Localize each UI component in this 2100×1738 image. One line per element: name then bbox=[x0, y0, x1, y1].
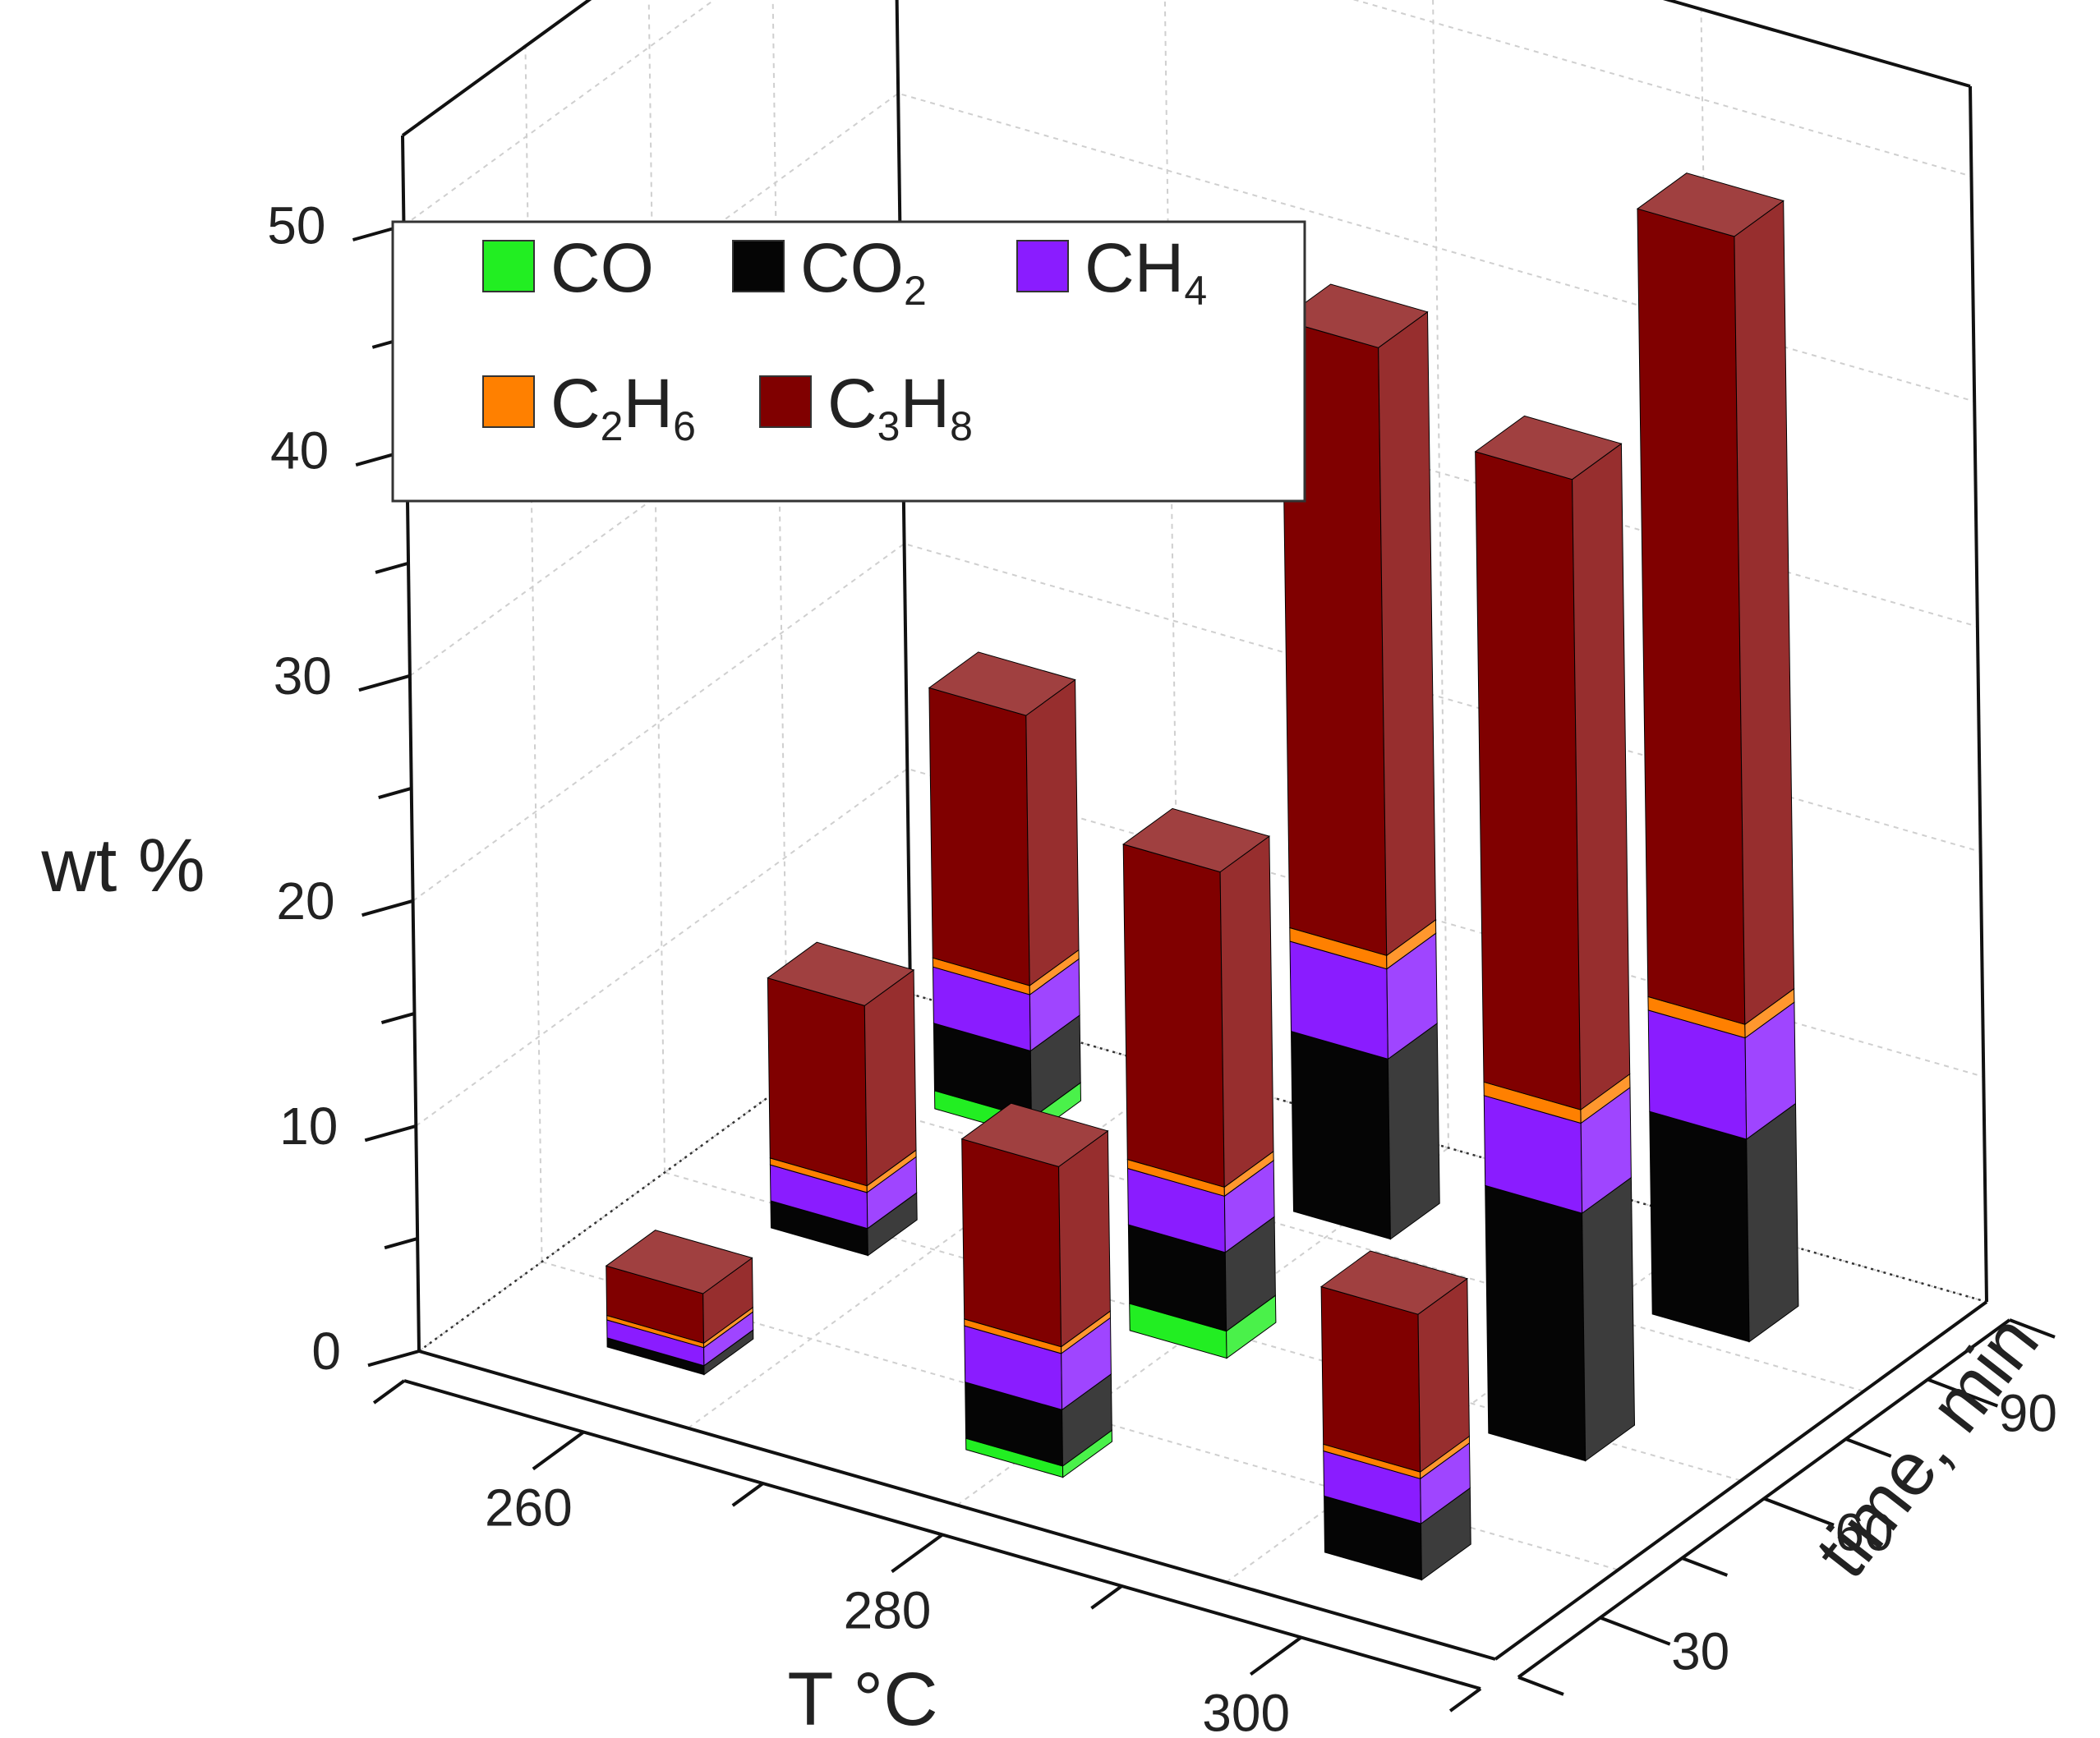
legend-label-c3h8: C3H8 bbox=[827, 365, 973, 449]
z-tick-minor bbox=[375, 561, 409, 574]
box-edge bbox=[1969, 85, 1988, 1303]
bar-top bbox=[1280, 283, 1429, 348]
gridline-z-50 bbox=[403, 0, 1972, 227]
legend-label-co: CO bbox=[550, 229, 654, 306]
y-tick-minor bbox=[1844, 1437, 1892, 1458]
bar-segment-c3h8 bbox=[1637, 208, 1746, 1025]
x-tick-major bbox=[1249, 1635, 1302, 1676]
bar-top bbox=[928, 651, 1076, 716]
gridline-left-vertical bbox=[771, 0, 789, 1083]
z-tick-label: 0 bbox=[311, 1322, 341, 1381]
bar-segment-c3h8 bbox=[1122, 844, 1225, 1188]
z-axis-title: wt % bbox=[40, 824, 205, 908]
z-tick-label: 20 bbox=[276, 871, 334, 931]
x-tick-label: 280 bbox=[844, 1581, 932, 1640]
legend-box bbox=[391, 220, 1306, 503]
bar-segment-side-c3h8 bbox=[863, 968, 917, 1187]
x-tick-label: 260 bbox=[485, 1478, 573, 1538]
y-tick-label: 60 bbox=[1835, 1503, 1893, 1562]
x-tick-minor bbox=[731, 1482, 764, 1507]
bar-segment-co2 bbox=[1649, 1110, 1750, 1343]
bar-segment-side-c3h8 bbox=[1058, 1129, 1111, 1348]
y-tick-minor bbox=[1517, 1676, 1564, 1696]
x-axis-title: T °C bbox=[787, 1658, 937, 1738]
legend-label-co2: CO2 bbox=[800, 229, 927, 314]
bar-segment-side-co2 bbox=[1387, 1022, 1440, 1240]
gridline-floor-x bbox=[1225, 1224, 1719, 1584]
bar-segment-side-c3h8 bbox=[1025, 678, 1080, 986]
legend-label-ch4: CH4 bbox=[1085, 229, 1207, 314]
x-tick-major bbox=[891, 1533, 944, 1574]
bar-segment-side-c3h8 bbox=[1734, 200, 1795, 1026]
y-tick-major bbox=[1927, 1377, 1999, 1408]
x-tick-minor bbox=[372, 1379, 406, 1405]
gridline-left-vertical bbox=[647, 0, 665, 1173]
z-tick-label: 10 bbox=[279, 1097, 338, 1156]
z-tick-label: 40 bbox=[270, 421, 329, 480]
legend-swatch-co2 bbox=[732, 240, 785, 292]
bar-stack-300-30 bbox=[1319, 1250, 1471, 1581]
bar-stack-260-30 bbox=[605, 1230, 754, 1376]
bar-stack-280-90 bbox=[1280, 283, 1440, 1240]
legend-swatch-c3h8 bbox=[759, 375, 812, 428]
bar-segment-side-co2 bbox=[1582, 1176, 1636, 1462]
bar-stack-260-90 bbox=[928, 651, 1082, 1138]
bar-top bbox=[1474, 415, 1623, 480]
x-tick-minor bbox=[1448, 1687, 1482, 1713]
bar-top bbox=[1636, 172, 1785, 237]
bar-segment-c3h8 bbox=[961, 1138, 1062, 1348]
chart-legend: CO CO2 CH4 C2H6 C3H8 bbox=[391, 220, 1306, 503]
y-tick-major bbox=[1763, 1497, 1835, 1527]
bar-segment-c3h8 bbox=[1320, 1285, 1421, 1473]
bar-segment-co2 bbox=[1485, 1184, 1587, 1462]
bar-stack-300-60 bbox=[1474, 415, 1636, 1462]
bar-top bbox=[1319, 1250, 1468, 1315]
bar-stack-280-30 bbox=[960, 1102, 1113, 1478]
box-edge bbox=[1662, 0, 1971, 88]
floor-edge-back bbox=[910, 992, 1987, 1304]
y-tick-major bbox=[1599, 1616, 1671, 1646]
bar-top bbox=[960, 1102, 1109, 1167]
bar-segment-c3h8 bbox=[1475, 451, 1582, 1110]
bar-stack-300-90 bbox=[1636, 172, 1799, 1343]
bar-top bbox=[605, 1230, 753, 1294]
z-tick-minor bbox=[378, 786, 412, 799]
bar-stack-280-60 bbox=[1122, 807, 1277, 1359]
bar-segment-co2 bbox=[1290, 1030, 1391, 1240]
z-tick-major bbox=[364, 1124, 417, 1143]
legend-swatch-co bbox=[482, 240, 535, 292]
bar-segment-side-c3h8 bbox=[1378, 310, 1437, 957]
bar-segment-side-c3h8 bbox=[1572, 443, 1631, 1111]
z-tick-label: 30 bbox=[274, 646, 332, 706]
chart-bars bbox=[605, 172, 1799, 1581]
box-edge bbox=[1494, 1300, 1988, 1661]
x-tick-label: 300 bbox=[1202, 1684, 1290, 1738]
gridline-z-40 bbox=[406, 92, 1975, 452]
bar-stack-260-60 bbox=[767, 941, 918, 1257]
y-tick-minor bbox=[1681, 1556, 1729, 1577]
bar-segment-side-c3h8 bbox=[1219, 835, 1274, 1189]
bar-top bbox=[1122, 807, 1271, 873]
y-tick-minor bbox=[2009, 1318, 2056, 1339]
z-tick-minor bbox=[384, 1237, 418, 1250]
bar-top bbox=[767, 941, 915, 1006]
z-tick-major bbox=[358, 674, 411, 692]
z-tick-label: 50 bbox=[267, 196, 325, 255]
legend-swatch-ch4 bbox=[1016, 240, 1069, 292]
bar-segment-c3h8 bbox=[928, 687, 1030, 986]
box-edge bbox=[418, 1349, 1496, 1661]
y-tick-label: 90 bbox=[1999, 1384, 2057, 1443]
x-tick-minor bbox=[1090, 1584, 1123, 1610]
y-tick-label: 30 bbox=[1671, 1622, 1729, 1681]
x-tick-major bbox=[532, 1430, 585, 1471]
box-edge bbox=[401, 0, 592, 137]
legend-swatch-c2h6 bbox=[482, 375, 535, 428]
bar-segment-c3h8 bbox=[767, 977, 868, 1187]
z-tick-major bbox=[367, 1349, 420, 1368]
bar-segment-side-co2 bbox=[1746, 1102, 1799, 1343]
z-tick-major bbox=[362, 899, 414, 917]
legend-label-c2h6: C2H6 bbox=[550, 365, 696, 449]
z-tick-minor bbox=[380, 1011, 415, 1025]
